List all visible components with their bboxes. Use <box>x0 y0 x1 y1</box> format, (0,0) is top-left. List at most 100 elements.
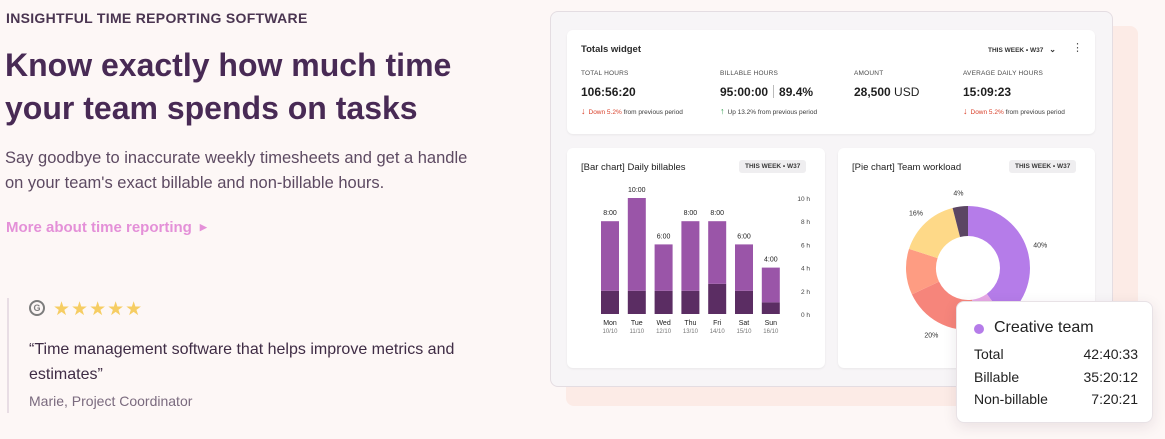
arrow-down-icon: ↓ <box>963 106 968 116</box>
bar-chart-title: [Bar chart] Daily billables <box>581 162 686 173</box>
testimonial: G ★★★★★ “Time management software that h… <box>7 298 497 413</box>
x-tick-label: Sat <box>739 320 750 327</box>
bar-data-label: 10:00 <box>628 187 646 194</box>
pie-slice-label: 4% <box>953 191 963 198</box>
pie-slice <box>968 206 1030 319</box>
bar-segment <box>627 290 646 314</box>
trend-suffix: from previous period <box>757 109 818 116</box>
row-value: 35:20:12 <box>1083 369 1139 385</box>
bar-data-label: 8:00 <box>684 210 698 217</box>
x-tick-date: 13/10 <box>683 329 699 335</box>
y-tick-label: 0 h <box>801 312 810 319</box>
pie-slice-label: 20% <box>924 333 938 340</box>
row-value: 42:40:33 <box>1083 346 1139 362</box>
metric-value: 106:56:20 <box>581 85 636 99</box>
metric-label: TOTAL HOURS <box>581 70 629 77</box>
period-dropdown[interactable]: THIS WEEK • W37 ⌄ <box>988 45 1056 54</box>
bar-segment <box>708 283 727 314</box>
pie-slice <box>952 206 968 238</box>
totals-widget-title: Totals widget <box>581 44 641 55</box>
more-link-label: More about time reporting <box>6 219 192 236</box>
y-tick-label: 2 h <box>801 289 810 296</box>
chevron-down-icon: ⌄ <box>1049 45 1056 54</box>
y-tick-label: 8 h <box>801 219 810 226</box>
bar-segment <box>761 302 780 314</box>
bar-segment <box>601 290 619 314</box>
trend-suffix: from previous period <box>623 109 683 116</box>
x-tick-label: Tue <box>631 320 643 327</box>
metric-trend: ↓ Down 5.2% from previous period <box>963 106 1065 116</box>
y-tick-label: 6 h <box>801 242 810 249</box>
bar-segment <box>681 221 700 291</box>
bar-chart-card: [Bar chart] Daily billables THIS WEEK • … <box>567 148 825 368</box>
metric-unit: USD <box>894 85 920 99</box>
dashboard-preview: Totals widget THIS WEEK • W37 ⌄ ⋮ TOTAL … <box>550 11 1113 387</box>
more-about-link[interactable]: More about time reporting ▶ <box>6 219 207 236</box>
trend-change: Up 13.2% <box>727 109 757 116</box>
pie-slice-label: 40% <box>1033 243 1047 250</box>
bar-chart: 0 h 2 h 4 h 6 h 8 h 10 h 8:00 Mon 10/10 10:00 Tue 1… <box>601 187 810 335</box>
tooltip-row-non-billable: Non-billable 7:20:21 <box>974 391 1138 407</box>
g2-logo-icon: G <box>29 300 45 316</box>
trend-suffix: from previous period <box>1005 109 1065 116</box>
bar-segment <box>708 221 727 284</box>
metric-trend: ↓ Down 5.2% from previous period <box>581 106 683 116</box>
bar-data-label: 8:00 <box>710 210 724 217</box>
metric-label: BILLABLE HOURS <box>720 70 779 77</box>
eyebrow-text: INSIGHTFUL TIME REPORTING SOFTWARE <box>6 10 308 26</box>
period-label: THIS WEEK • W37 <box>988 47 1044 54</box>
pie-slice <box>906 248 940 295</box>
metric-percent: 89.4% <box>779 85 814 99</box>
metric-value: 95:00:00 <box>720 85 769 99</box>
team-color-dot <box>974 324 984 334</box>
metric-total-hours: TOTAL HOURS 106:56:20 ↓ Down 5.2% from pr… <box>581 70 683 116</box>
metric-average-daily-hours: AVERAGE DAILY HOURS 15:09:23 ↓ Down 5.2% … <box>963 70 1065 116</box>
period-badge: THIS WEEK • W37 <box>739 160 807 173</box>
y-tick-label: 10 h <box>797 196 810 203</box>
row-value: 7:20:21 <box>1091 391 1138 407</box>
x-tick-date: 16/10 <box>763 329 779 335</box>
bar-segment <box>735 244 753 291</box>
arrow-down-icon: ↓ <box>581 106 586 116</box>
bar-data-label: 6:00 <box>657 233 671 240</box>
bar-segment <box>761 267 780 303</box>
row-label: Non-billable <box>974 391 1048 407</box>
metric-value: 28,500 <box>854 85 891 99</box>
arrow-up-icon: ↑ <box>720 106 725 116</box>
x-tick-label: Sun <box>765 320 778 327</box>
x-tick-label: Thu <box>684 320 696 327</box>
bar-segment <box>654 290 673 314</box>
page-lede: Say goodbye to inaccurate weekly timeshe… <box>5 149 468 192</box>
metric-value-group: 28,500 USD <box>854 85 919 99</box>
trend-change: Down 5.2% <box>588 109 622 116</box>
x-tick-date: 14/10 <box>710 329 726 335</box>
testimonial-quote: “Time management software that helps imp… <box>29 341 455 383</box>
x-tick-date: 12/10 <box>656 329 672 335</box>
team-tooltip: Creative team Total 42:40:33 Billable 35:2… <box>956 301 1153 423</box>
more-options-icon[interactable]: ⋮ <box>1072 42 1083 54</box>
metric-amount: AMOUNT 28,500 USD <box>854 70 919 99</box>
bar-segment <box>627 198 646 291</box>
pie-slice <box>909 207 961 259</box>
pie-chart-title: [Pie chart] Team workload <box>852 162 962 173</box>
y-tick-label: 4 h <box>801 266 810 273</box>
bar-segment <box>601 221 619 291</box>
bar-segment <box>654 244 673 291</box>
x-tick-date: 11/10 <box>630 329 645 335</box>
metric-value-group: 95:00:00 89.4% <box>720 85 817 99</box>
tooltip-row-billable: Billable 35:20:12 <box>974 369 1138 385</box>
tooltip-title: Creative team <box>994 319 1094 336</box>
x-tick-label: Mon <box>603 320 617 327</box>
metric-value: 15:09:23 <box>963 85 1012 99</box>
totals-widget: Totals widget THIS WEEK • W37 ⌄ ⋮ TOTAL … <box>567 30 1095 134</box>
value-divider <box>773 85 775 98</box>
caret-right-icon: ▶ <box>199 222 207 232</box>
x-tick-label: Fri <box>713 320 722 327</box>
period-badge: THIS WEEK • W37 <box>1009 160 1077 173</box>
bar-data-label: 8:00 <box>603 210 617 217</box>
metric-label: AMOUNT <box>854 70 884 77</box>
x-tick-date: 10/10 <box>602 329 618 335</box>
row-label: Total <box>974 346 1004 362</box>
pie-slice-label: 16% <box>909 211 923 218</box>
x-tick-label: Wed <box>656 320 670 327</box>
